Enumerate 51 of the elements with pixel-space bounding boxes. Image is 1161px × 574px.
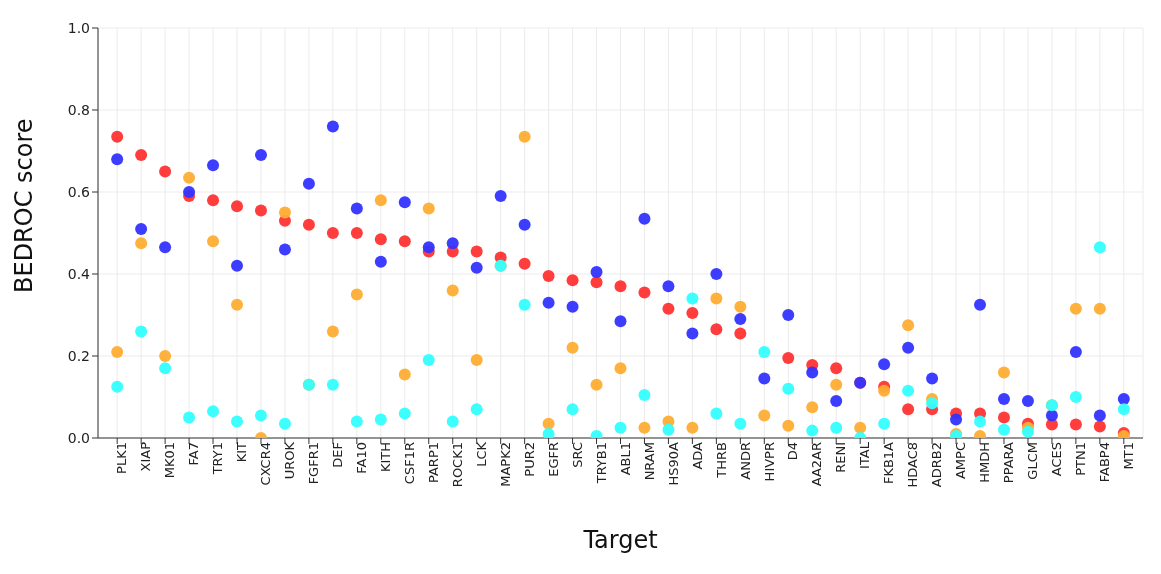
x-tick-label: FABP4 [1097,442,1113,483]
x-tick-label: HMDH [977,442,993,483]
x-tick-label: D4 [785,442,801,461]
x-tick-label: ADRB2 [929,442,945,488]
x-tick-label: HIVPR [761,442,777,482]
x-tick-label: ITAL [857,441,873,469]
x-tick-label: SRC [569,442,585,468]
x-tick-label: TRY1 [210,442,226,476]
x-tick-label: MT1 [1121,442,1137,470]
x-tick-label: PUR2 [521,442,537,477]
y-tick-label: 0.0 [67,429,90,446]
x-tick-label: KITH [378,442,394,473]
x-tick-label: FGFR1 [306,442,322,485]
x-tick-label: UROK [282,441,298,480]
x-tick-label: DEF [330,442,346,468]
x-tick-label: FKB1A [881,441,897,485]
x-tick-label: NRAM [641,442,657,481]
x-tick-label: FA7 [186,442,202,466]
x-tick-label: AMPC [953,442,969,480]
x-tick-label: RENI [833,442,849,473]
x-tick-label: THRB [713,442,729,479]
x-tick-label: PTN1 [1073,442,1089,476]
x-tick-label: PARP1 [425,442,441,484]
y-axis-title: BEDROC score [9,118,38,293]
x-tick-label: HS90A [665,441,681,486]
x-tick-label: LCK [473,441,489,467]
x-tick-label: AA2AR [809,442,825,487]
x-tick-label: TRYB1 [593,442,609,485]
x-axis-title: Target [582,526,658,554]
x-tick-label: ACES [1049,442,1065,477]
y-tick-label: 0.8 [67,101,90,118]
x-tick-label: HDAC8 [905,442,921,488]
x-tick-label: FA10 [354,442,370,474]
x-tick-label: XIAP [138,441,154,472]
x-tick-label: MK01 [162,442,178,479]
x-tick-label: ADA [689,441,705,470]
x-tick-label: CXCR4 [258,442,274,486]
x-tick-label: CSF1R [402,442,418,485]
x-tick-label: EGFR [545,442,561,477]
x-tick-label: ABL1 [617,442,633,476]
y-tick-label: 1.0 [67,19,90,36]
x-tick-label: GLCM [1025,442,1041,480]
x-tick-label: MAPK2 [497,442,513,487]
y-tick-label: 0.6 [67,183,91,200]
x-tick-label: ANDR [737,442,753,480]
x-tick-label: PLK1 [114,442,130,474]
x-tick-label: KIT [234,441,250,463]
y-tick-label: 0.4 [67,265,91,282]
x-tick-label: ROCK1 [449,442,465,488]
y-tick-label: 0.2 [67,347,90,364]
x-tick-label: PPARA [1001,441,1017,484]
